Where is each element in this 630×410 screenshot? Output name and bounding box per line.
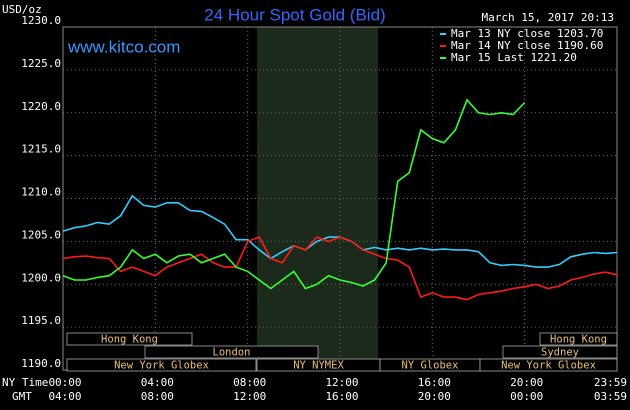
site-label: www.kitco.com (67, 37, 180, 56)
y-tick-label: 1200.0 (21, 271, 61, 284)
session-label: Hong Kong (550, 334, 607, 346)
gmt-tick-label: 00:00 (510, 390, 543, 403)
y-tick-label: 1205.0 (21, 228, 61, 241)
x-tick-label: 00:00 (48, 376, 81, 389)
session-label: London (213, 347, 251, 359)
y-tick-label: 1190.0 (21, 357, 61, 370)
session-bar (479, 358, 618, 372)
unit-label: USD/oz (2, 3, 42, 16)
nymex-shade (257, 27, 378, 370)
y-tick-label: 1210.0 (21, 186, 61, 199)
timestamp: March 15, 2017 20:13 (482, 11, 614, 24)
y-tick-label: 1230.0 (21, 14, 61, 27)
x-tick-label: 23:59 (594, 376, 627, 389)
y-tick-label: 1220.0 (21, 100, 61, 113)
session-bar (502, 345, 618, 359)
y-tick-label: 1215.0 (21, 143, 61, 156)
y-tick-label: 1195.0 (21, 314, 61, 327)
y-tick-label: 1225.0 (21, 57, 61, 70)
x-tick-label: 12:00 (325, 376, 358, 389)
series-line (62, 98, 526, 290)
gmt-tick-label: 16:00 (325, 390, 358, 403)
session-label: Sydney (541, 347, 579, 359)
x-tick-label: 04:00 (141, 376, 174, 389)
chart-title: 24 Hour Spot Gold (Bid) (204, 5, 385, 24)
x-row-label: NY Time (2, 376, 48, 389)
session-bar (144, 345, 319, 359)
gmt-tick-label: 04:00 (48, 390, 81, 403)
legend-label: Mar 14 NY close 1190.60 (451, 39, 603, 52)
gmt-tick-label: 12:00 (233, 390, 266, 403)
legend-label: Mar 15 Last 1221.20 (451, 51, 577, 64)
session-bar (66, 332, 193, 346)
series-line (62, 236, 618, 301)
x-tick-label: 16:00 (418, 376, 451, 389)
session-label: New York Globex (114, 360, 209, 372)
x-tick-label: 20:00 (510, 376, 543, 389)
session-label: NY NYMEX (293, 360, 344, 372)
session-bar (66, 358, 257, 372)
x-tick-label: 08:00 (233, 376, 266, 389)
gmt-tick-label: 08:00 (141, 390, 174, 403)
session-label: Hong Kong (101, 334, 158, 346)
session-label: NY Globex (402, 360, 459, 372)
session-bar (539, 332, 618, 346)
gmt-tick-label: 20:00 (418, 390, 451, 403)
session-label: New York Globex (501, 360, 596, 372)
legend-label: Mar 13 NY close 1203.70 (451, 27, 603, 40)
gmt-tick-label: 03:59 (594, 390, 627, 403)
x-row-label: GMT (12, 390, 32, 403)
